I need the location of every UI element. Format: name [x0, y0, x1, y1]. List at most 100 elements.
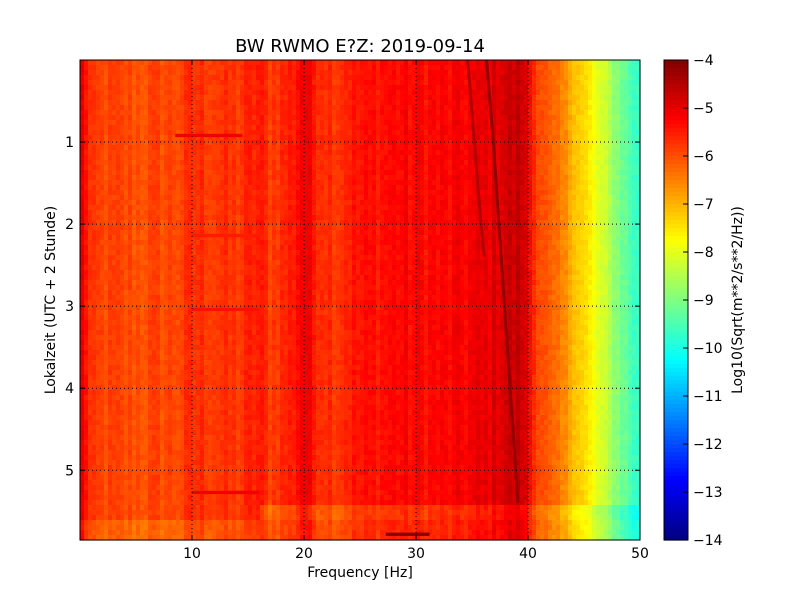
colorbar-segment — [664, 64, 688, 69]
colorbar-segment — [664, 372, 688, 377]
colorbar-segment — [664, 244, 688, 249]
grid-lines — [80, 60, 640, 540]
spectral-segment — [192, 490, 260, 495]
colorbar-segment — [664, 492, 688, 497]
colorbar-segment — [664, 504, 688, 509]
colorbar-segment — [664, 216, 688, 221]
colorbar-segment — [664, 408, 688, 413]
spectrogram-heatmap — [80, 59, 641, 541]
colorbar-segment — [664, 148, 688, 153]
x-axis-label: Frequency [Hz] — [307, 565, 413, 581]
colorbar-segment — [664, 392, 688, 397]
colorbar-segment — [664, 248, 688, 253]
colorbar-segment — [664, 220, 688, 225]
colorbar-segment — [664, 308, 688, 313]
colorbar-segment — [664, 168, 688, 173]
y-tick-label: 2 — [65, 217, 74, 233]
colorbar-segment — [664, 240, 688, 245]
colorbar-segment — [664, 344, 688, 349]
colorbar-tick-label: −11 — [693, 389, 723, 405]
colorbar-segment — [664, 352, 688, 357]
colorbar-segment — [664, 68, 688, 73]
colorbar-segment — [664, 60, 688, 65]
colorbar-segment — [664, 364, 688, 369]
colorbar-segment — [664, 96, 688, 101]
colorbar-segment — [664, 304, 688, 309]
colorbar-segment — [664, 396, 688, 401]
colorbar-segment — [664, 508, 688, 513]
x-tick-label: 20 — [295, 546, 313, 562]
colorbar-tick-label: −4 — [693, 53, 714, 69]
colorbar-segment — [664, 500, 688, 505]
colorbar-segment — [664, 72, 688, 77]
colorbar-tick-label: −10 — [693, 341, 723, 357]
x-tick-label: 30 — [407, 546, 425, 562]
colorbar-segment — [664, 332, 688, 337]
colorbar-segment — [664, 416, 688, 421]
colorbar-segment — [664, 524, 688, 529]
spectral-segment — [192, 233, 260, 238]
colorbar-segment — [664, 320, 688, 325]
colorbar-segment — [664, 316, 688, 321]
colorbar-segment — [664, 496, 688, 501]
colorbar-segment — [664, 76, 688, 81]
y-tick-label: 4 — [65, 381, 74, 397]
colorbar-segment — [664, 164, 688, 169]
colorbar-segment — [664, 132, 688, 137]
colorbar-segment — [664, 428, 688, 433]
colorbar-segment — [664, 464, 688, 469]
colorbar-segment — [664, 204, 688, 209]
colorbar-segment — [664, 224, 688, 229]
spectral-segment — [175, 133, 243, 138]
colorbar-segment — [664, 180, 688, 185]
colorbar-segment — [664, 188, 688, 193]
colorbar-segment — [664, 84, 688, 89]
y-tick-label: 3 — [65, 299, 74, 315]
x-tick-label: 40 — [519, 546, 537, 562]
colorbar-segment — [664, 136, 688, 141]
colorbar-segment — [664, 328, 688, 333]
colorbar-segment — [664, 264, 688, 269]
spectral-line — [485, 59, 520, 504]
colorbar-segment — [664, 404, 688, 409]
colorbar-segment — [664, 296, 688, 301]
colorbar-segment — [664, 192, 688, 197]
colorbar-segment — [664, 420, 688, 425]
colorbar-segment — [664, 468, 688, 473]
colorbar-tick-label: −13 — [693, 485, 723, 501]
spectral-segment — [192, 307, 260, 312]
colorbar-segment — [664, 300, 688, 305]
colorbar-segment — [664, 280, 688, 285]
colorbar-segment — [664, 452, 688, 457]
colorbar-segment — [664, 324, 688, 329]
colorbar-segment — [664, 196, 688, 201]
colorbar-segment — [664, 436, 688, 441]
colorbar-tick-label: −8 — [693, 245, 714, 261]
colorbar-segment — [664, 532, 688, 537]
colorbar-segment — [664, 460, 688, 465]
y-axis-label: Lokalzeit (UTC + 2 Stunde) — [43, 206, 59, 395]
colorbar-tick-label: −9 — [693, 293, 714, 309]
colorbar-segment — [664, 228, 688, 233]
colorbar-segment — [664, 232, 688, 237]
colorbar-segment — [664, 440, 688, 445]
colorbar-tick-label: −6 — [693, 149, 714, 165]
colorbar-segment — [664, 488, 688, 493]
y-tick-label: 5 — [65, 463, 74, 479]
colorbar-segment — [664, 80, 688, 85]
colorbar-segment — [664, 200, 688, 205]
colorbar-segment — [664, 160, 688, 165]
colorbar-segment — [664, 100, 688, 105]
colorbar-segment — [664, 256, 688, 261]
colorbar-segment — [664, 380, 688, 385]
colorbar-segment — [664, 376, 688, 381]
colorbar-segment — [664, 340, 688, 345]
colorbar-segment — [664, 260, 688, 265]
colorbar-segment — [664, 312, 688, 317]
colorbar-segment — [664, 284, 688, 289]
colorbar-segment — [664, 104, 688, 109]
colorbar-segment — [664, 208, 688, 213]
colorbar-segment — [664, 120, 688, 125]
colorbar-segment — [664, 384, 688, 389]
